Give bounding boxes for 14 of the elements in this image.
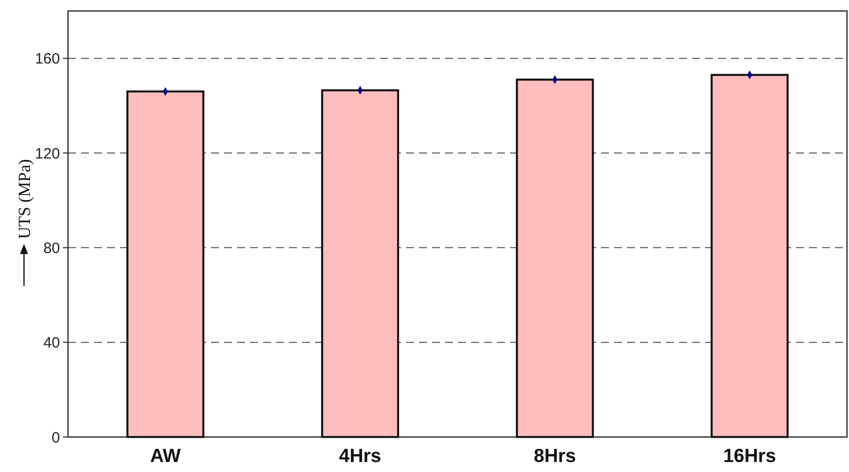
y-tick-label: 120 [34, 145, 60, 162]
y-axis-title: UTS (MPa) [14, 159, 34, 239]
x-tick-label: 4Hrs [339, 446, 382, 467]
y-tick-label: 80 [43, 240, 60, 257]
y-tick-label: 0 [52, 429, 60, 446]
x-tick-label: 16Hrs [723, 446, 776, 467]
x-tick-label: 8Hrs [534, 446, 576, 467]
bar [321, 89, 400, 438]
y-tick-label: 160 [34, 50, 60, 68]
bar [516, 78, 594, 438]
bar [126, 90, 204, 438]
y-tick-label: 40 [43, 334, 60, 352]
bar [710, 74, 789, 438]
x-tick-label: AW [150, 446, 181, 467]
